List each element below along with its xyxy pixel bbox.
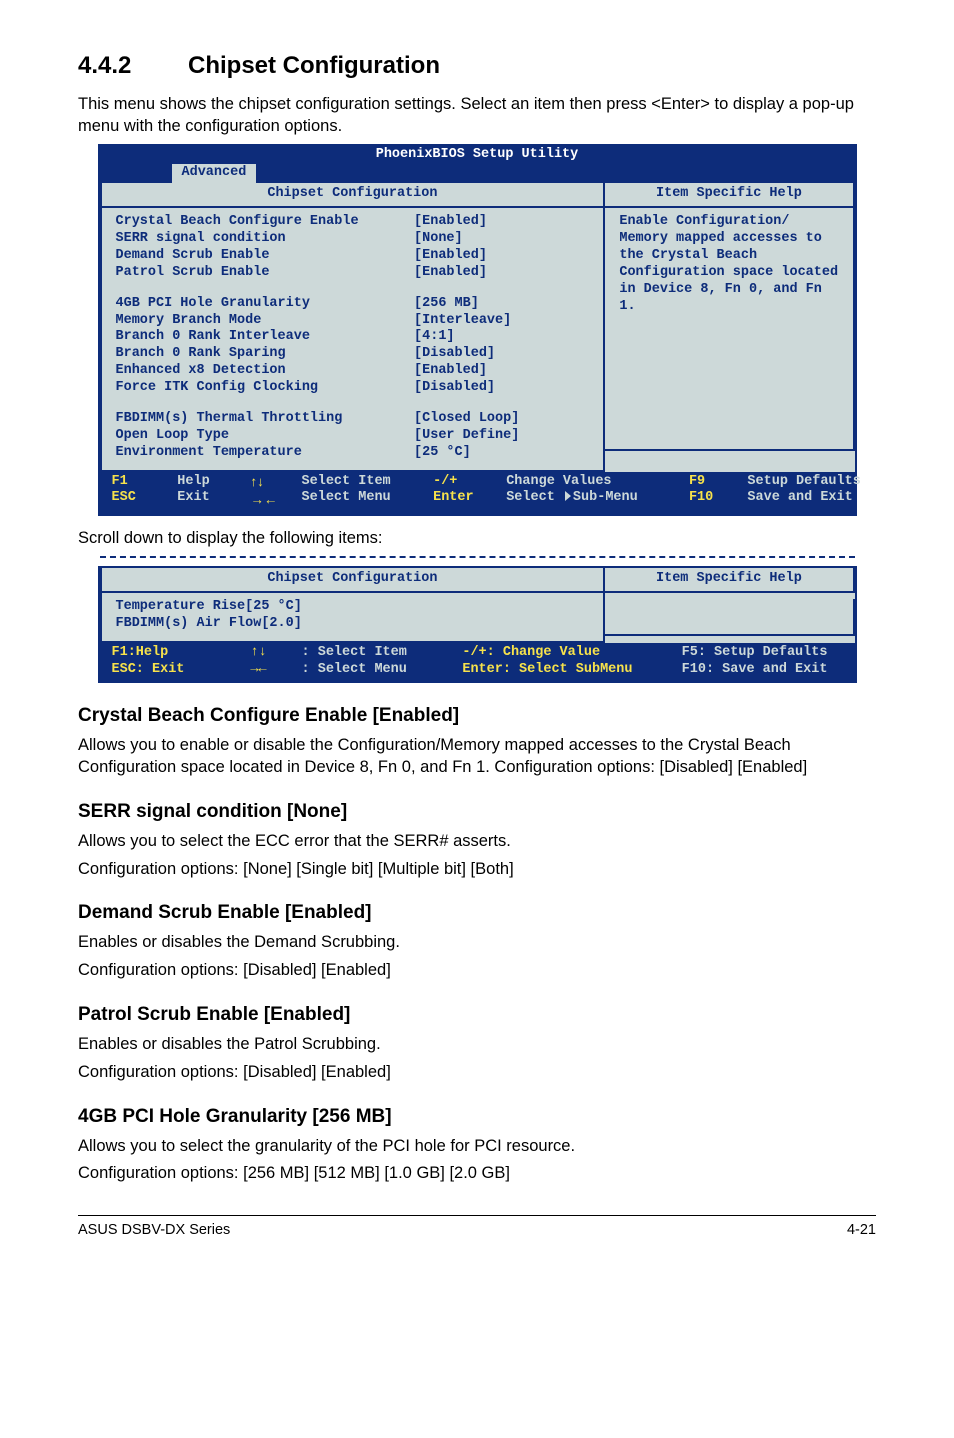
- bios-item-row: Open Loop Type[User Define]: [116, 428, 590, 445]
- bios-item-row: Force ITK Config Clocking[Disabled]: [116, 380, 590, 397]
- bios-item-label: Branch 0 Rank Interleave: [116, 329, 415, 346]
- bios-item-value: [Disabled]: [414, 380, 589, 397]
- bios-help-text: Enable Configuration/ Memory mapped acce…: [605, 208, 854, 451]
- option-heading: SERR signal condition [None]: [78, 801, 876, 823]
- bios-item-row: Environment Temperature[25 °C]: [116, 445, 590, 462]
- bios-item-label: Force ITK Config Clocking: [116, 380, 415, 397]
- section-number: 4.4.2: [78, 52, 188, 80]
- bios-item-label: Patrol Scrub Enable: [116, 265, 415, 282]
- bios-item-label: Enhanced x8 Detection: [116, 363, 415, 380]
- bios-tab-advanced: Advanced: [172, 164, 257, 183]
- bios-item-label: Branch 0 Rank Sparing: [116, 346, 415, 363]
- bios-item-group-1: Crystal Beach Configure Enable[Enabled]S…: [116, 214, 590, 282]
- bios-item-group-3: FBDIMM(s) Thermal Throttling[Closed Loop…: [116, 411, 590, 462]
- section-title: Chipset Configuration: [188, 52, 440, 79]
- bios2-items-area: Temperature Rise[25 °C]FBDIMM(s) Air Flo…: [100, 593, 606, 643]
- option-heading: 4GB PCI Hole Granularity [256 MB]: [78, 1106, 876, 1128]
- bios-tab-bar: Advanced: [100, 164, 855, 183]
- option-heading: Crystal Beach Configure Enable [Enabled]: [78, 705, 876, 727]
- bios-item-row: Patrol Scrub Enable[Enabled]: [116, 265, 590, 282]
- option-heading: Patrol Scrub Enable [Enabled]: [78, 1004, 876, 1026]
- dashed-divider: [100, 556, 855, 564]
- bios2-right-header: Item Specific Help: [605, 568, 854, 593]
- bios-item-group-2: 4GB PCI Hole Granularity[256 MB]Memory B…: [116, 296, 590, 397]
- option-description: Enables or disables the Patrol Scrubbing…: [78, 1034, 876, 1056]
- scroll-note: Scroll down to display the following ite…: [78, 528, 876, 550]
- bios-item-row: Branch 0 Rank Sparing[Disabled]: [116, 346, 590, 363]
- section-intro: This menu shows the chipset configuratio…: [78, 94, 876, 138]
- bios-right-header: Item Specific Help: [605, 183, 854, 208]
- bios-item-value: [25 °C]: [245, 599, 302, 614]
- bios-item-label: Memory Branch Mode: [116, 313, 415, 330]
- bios-screenshot-1: PhoenixBIOS Setup Utility Advanced Chips…: [98, 144, 857, 517]
- option-description: Configuration options: [256 MB] [512 MB]…: [78, 1163, 876, 1185]
- submenu-triangle-icon: [565, 491, 571, 501]
- bios-item-label: FBDIMM(s) Air Flow: [116, 616, 262, 631]
- bios-item-row: Demand Scrub Enable[Enabled]: [116, 248, 590, 265]
- bios-item-value: [2.0]: [261, 616, 302, 631]
- bios-item-row: Temperature Rise[25 °C]: [116, 599, 590, 616]
- bios-item-value: [4:1]: [414, 329, 589, 346]
- bios-item-row: SERR signal condition[None]: [116, 231, 590, 248]
- bios-item-value: [Closed Loop]: [414, 411, 589, 428]
- bios-item-label: Crystal Beach Configure Enable: [116, 214, 415, 231]
- option-description: Configuration options: [None] [Single bi…: [78, 859, 876, 881]
- bios-item-value: [256 MB]: [414, 296, 589, 313]
- page-footer: ASUS DSBV-DX Series 4-21: [78, 1222, 876, 1278]
- bios2-help-area: [605, 599, 854, 636]
- bios-item-value: [Enabled]: [414, 248, 589, 265]
- footer-rule: [78, 1215, 876, 1216]
- bios-item-row: FBDIMM(s) Thermal Throttling[Closed Loop…: [116, 411, 590, 428]
- bios-item-label: SERR signal condition: [116, 231, 415, 248]
- bios-item-label: Open Loop Type: [116, 428, 415, 445]
- bios-item-row: FBDIMM(s) Air Flow[2.0]: [116, 616, 590, 633]
- bios-item-value: [Disabled]: [414, 346, 589, 363]
- footer-left: ASUS DSBV-DX Series: [78, 1222, 230, 1238]
- bios-item-label: Temperature Rise: [116, 599, 246, 614]
- bios-item-row: 4GB PCI Hole Granularity[256 MB]: [116, 296, 590, 313]
- bios-item-row: Branch 0 Rank Interleave[4:1]: [116, 329, 590, 346]
- bios-item-row: Memory Branch Mode[Interleave]: [116, 313, 590, 330]
- option-description: Configuration options: [Disabled] [Enabl…: [78, 960, 876, 982]
- bios-item-value: [User Define]: [414, 428, 589, 445]
- bios-item-label: Environment Temperature: [116, 445, 415, 462]
- bios-item-value: [Enabled]: [414, 363, 589, 380]
- bios-title: PhoenixBIOS Setup Utility: [100, 146, 855, 165]
- bios-item-row: Crystal Beach Configure Enable[Enabled]: [116, 214, 590, 231]
- option-description: Enables or disables the Demand Scrubbing…: [78, 932, 876, 954]
- option-description: Configuration options: [Disabled] [Enabl…: [78, 1062, 876, 1084]
- bios2-footer: F1:Help ESC: Exit ↑↓ →← : Select Item : …: [100, 643, 855, 682]
- option-heading: Demand Scrub Enable [Enabled]: [78, 902, 876, 924]
- bios-item-label: FBDIMM(s) Thermal Throttling: [116, 411, 415, 428]
- option-description: Allows you to enable or disable the Conf…: [78, 735, 876, 779]
- bios-item-label: 4GB PCI Hole Granularity: [116, 296, 415, 313]
- footer-right: 4-21: [847, 1222, 876, 1238]
- bios2-left-header: Chipset Configuration: [100, 568, 606, 593]
- option-description: Allows you to select the granularity of …: [78, 1136, 876, 1158]
- bios-left-header: Chipset Configuration: [100, 183, 606, 208]
- bios-item-value: [Enabled]: [414, 214, 589, 231]
- bios-item-row: Enhanced x8 Detection[Enabled]: [116, 363, 590, 380]
- option-description: Allows you to select the ECC error that …: [78, 831, 876, 853]
- section-heading: 4.4.2Chipset Configuration: [78, 52, 876, 80]
- bios-item-value: [Interleave]: [414, 313, 589, 330]
- bios-item-value: [25 °C]: [414, 445, 589, 462]
- bios-item-value: [Enabled]: [414, 265, 589, 282]
- bios-footer: F1 ESC Help Exit ↑↓ →← Select Item Selec…: [100, 472, 855, 515]
- bios-items-area: Crystal Beach Configure Enable[Enabled]S…: [100, 208, 606, 471]
- bios-item-label: Demand Scrub Enable: [116, 248, 415, 265]
- bios-screenshot-2: Chipset Configuration Item Specific Help…: [98, 566, 857, 683]
- bios-item-value: [None]: [414, 231, 589, 248]
